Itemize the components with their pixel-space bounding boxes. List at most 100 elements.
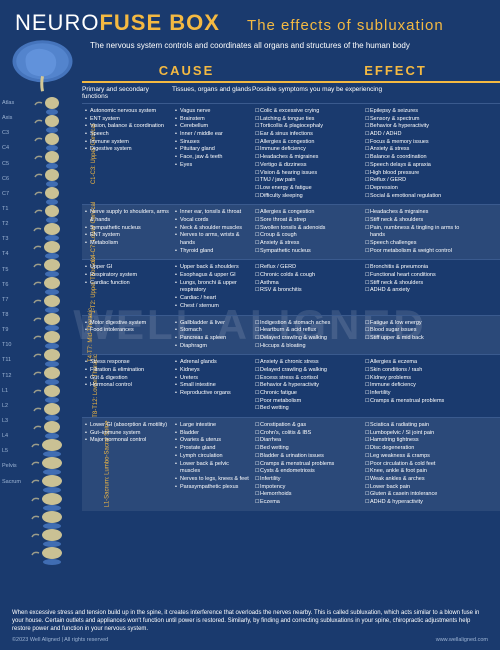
spine-label: T7	[2, 297, 21, 304]
col-tissues: Gallbladder & liverStomachPancreas & spl…	[172, 318, 252, 353]
list-item: Epilepsy & seizures	[365, 108, 469, 116]
footer-url: www.wellaligned.com	[436, 637, 488, 644]
list-item: Ovaries & uterus	[175, 437, 249, 445]
list-item: Gut & digestion	[85, 375, 169, 383]
list-item: Anxiety & stress	[365, 146, 469, 154]
spine-label: C5	[2, 161, 21, 168]
list-item: Inner ear, tonsils & throat	[175, 209, 249, 217]
spine-label: C3	[2, 130, 21, 137]
list-item: Poor circulation & cold feet	[365, 461, 469, 469]
spine-label: T1	[2, 206, 21, 213]
list-item: Social & emotional regulation	[365, 193, 469, 201]
list-item: Vocal cords	[175, 217, 249, 225]
list-item: Sympathetic nucleus	[85, 225, 169, 233]
list-item: Face, jaw & teeth	[175, 154, 249, 162]
spine-label: Axis	[2, 115, 21, 122]
col-symptoms-a: Colic & excessive cryingLatching & tongu…	[252, 106, 362, 202]
list-item: Cardiac / heart	[175, 295, 249, 303]
list-item: Eczema	[255, 499, 359, 507]
list-item: Constipation & gas	[255, 422, 359, 430]
spine-label: L4	[2, 433, 21, 440]
list-item: Infertility	[365, 390, 469, 398]
footer: When excessive stress and tension build …	[0, 604, 500, 650]
spine-label: T12	[2, 373, 21, 380]
list-item: Hiccups & bloating	[255, 343, 359, 351]
tagline: The nervous system controls and coordina…	[15, 41, 485, 50]
list-item: Knee, ankle & foot pain	[365, 468, 469, 476]
spine-label: T8	[2, 312, 21, 319]
list-item: Speech challenges	[365, 240, 469, 248]
list-item: Neck & shoulder muscles	[175, 225, 249, 233]
brain-illustration	[5, 35, 80, 95]
list-item: Crohn's, colitis & IBS	[255, 430, 359, 438]
title-pre: NEURO	[15, 10, 99, 35]
spine-label: T10	[2, 342, 21, 349]
list-item: Nerves to legs, knees & feet	[175, 476, 249, 484]
col-tissues: Inner ear, tonsils & throatVocal cordsNe…	[172, 207, 252, 257]
list-item: ADD / ADHD	[365, 131, 469, 139]
list-item: Reflux / GERD	[255, 264, 359, 272]
list-item: Delayed crawling & walking	[255, 367, 359, 375]
col-symptoms-a: Indigestion & stomach achesHeartburn & a…	[252, 318, 362, 353]
subhead-symptoms: Possible symptoms you may be experiencin…	[252, 86, 500, 100]
list-item: Lumbopelvic / SI joint pain	[365, 430, 469, 438]
col-symptoms-b: Epilepsy & seizuresSensory & spectrumBeh…	[362, 106, 472, 202]
list-item: Hemorrhoids	[255, 491, 359, 499]
list-item: Cramps & menstrual problems	[255, 461, 359, 469]
list-item: Kidneys	[175, 367, 249, 375]
list-item: Pituitary gland	[175, 146, 249, 154]
list-item: High blood pressure	[365, 170, 469, 178]
list-item: Colic & excessive crying	[255, 108, 359, 116]
list-item: Skin conditions / rash	[365, 367, 469, 375]
list-item: Respiratory system	[85, 272, 169, 280]
copyright: ©2023 Well Aligned | All rights reserved	[12, 637, 108, 644]
list-item: Stiff neck & shoulders	[365, 217, 469, 225]
sub-headers: Primary and secondary functions Tissues,…	[82, 83, 500, 103]
list-item: Ureters	[175, 375, 249, 383]
list-item: Esophagus & upper GI	[175, 272, 249, 280]
list-item: Poor metabolism	[255, 398, 359, 406]
page-title: NEUROFUSE BOX The effects of subluxation	[15, 10, 485, 36]
effect-header: EFFECT	[291, 60, 500, 81]
title-sub: The effects of subluxation	[247, 17, 444, 34]
footer-text: When excessive stress and tension build …	[12, 610, 488, 633]
list-item: Vision & hearing issues	[255, 170, 359, 178]
list-item: Asthma	[255, 280, 359, 288]
list-item: Digestive system	[85, 146, 169, 154]
col-symptoms-b: Sciatica & radiating painLumbopelvic / S…	[362, 420, 472, 509]
list-item: Filtration & elimination	[85, 367, 169, 375]
spine-label: L3	[2, 418, 21, 425]
list-item: Hormonal control	[85, 382, 169, 390]
title-bold: FUSE BOX	[99, 10, 219, 35]
list-item: Difficulty sleeping	[255, 193, 359, 201]
list-item: Ear & sinus infections	[255, 131, 359, 139]
list-item: Speech	[85, 131, 169, 139]
list-item: Delayed crawling & walking	[255, 335, 359, 343]
list-item: Brainstem	[175, 116, 249, 124]
spine-illustration	[25, 95, 80, 575]
list-item: Pancreas & spleen	[175, 335, 249, 343]
spine-label: T5	[2, 267, 21, 274]
col-symptoms-b: Fatigue & low energyBlood sugar issuesSt…	[362, 318, 472, 353]
list-item: Bed wetting	[255, 445, 359, 453]
col-symptoms-a: Allergies & congestionSore throat & stre…	[252, 207, 362, 257]
list-item: Chest / sternum	[175, 303, 249, 311]
list-item: Sinuses	[175, 139, 249, 147]
list-item: Major hormonal control	[85, 437, 169, 445]
cause-header: CAUSE	[82, 60, 291, 81]
list-item: Allergies & congestion	[255, 209, 359, 217]
list-item: Bronchitis & pneumonia	[365, 264, 469, 272]
section-row: T4-T7: Mid-Thoracic Motor digestive syst…	[82, 315, 500, 355]
list-item: Thyroid gland	[175, 248, 249, 256]
spine-label: C7	[2, 191, 21, 198]
list-item: Upper GI	[85, 264, 169, 272]
list-item: Upper back & shoulders	[175, 264, 249, 272]
list-item: Cerebellum	[175, 123, 249, 131]
list-item: Functional heart conditions	[365, 272, 469, 280]
list-item: Reproductive organs	[175, 390, 249, 398]
column-headers: CAUSE EFFECT	[82, 60, 500, 83]
list-item: Stress response	[85, 359, 169, 367]
list-item: Sciatica & radiating pain	[365, 422, 469, 430]
list-item: Vertigo & dizziness	[255, 162, 359, 170]
spine-label: L2	[2, 403, 21, 410]
